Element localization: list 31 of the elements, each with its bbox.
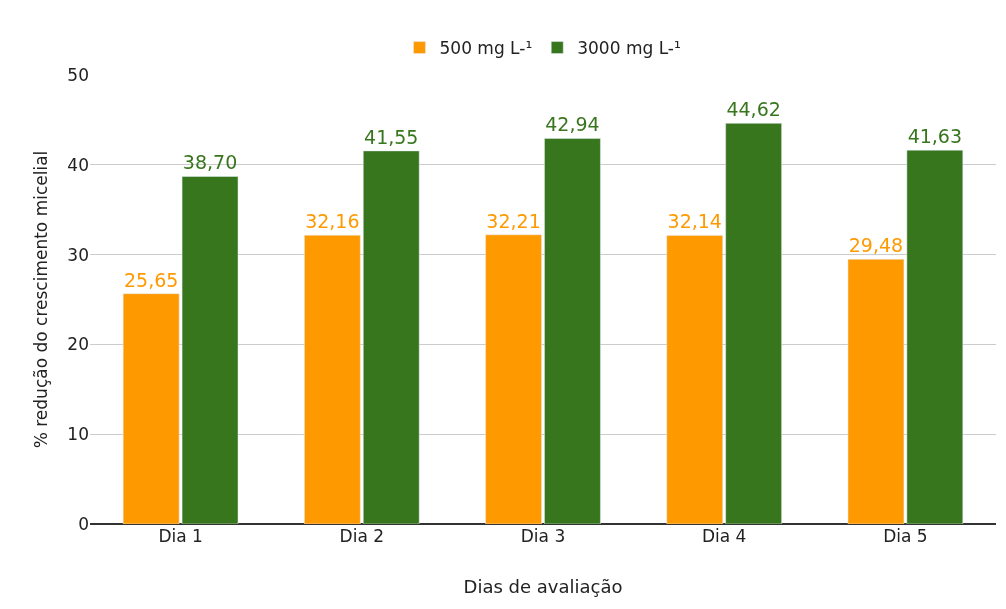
- y-tick-label: 0: [78, 513, 89, 534]
- bar: [363, 150, 420, 524]
- legend-label: 500 mg L-¹: [439, 38, 533, 59]
- x-axis-title: Dias de avaliação: [463, 576, 623, 598]
- y-tick-label: 50: [67, 64, 89, 85]
- data-label: 32,16: [305, 210, 360, 233]
- y-tick-label: 30: [67, 244, 89, 265]
- bar: [666, 235, 723, 524]
- x-tick-label: Dia 3: [520, 526, 566, 546]
- data-label: 41,55: [364, 125, 419, 148]
- bar: [485, 234, 542, 524]
- data-label: 29,48: [848, 234, 904, 257]
- x-tick-label: Dia 2: [339, 526, 385, 546]
- y-tick-label: 40: [67, 154, 89, 175]
- data-label: 38,70: [182, 151, 238, 174]
- bar: [544, 138, 601, 524]
- data-label: 25,65: [123, 268, 179, 291]
- x-tick-label: Dia 1: [158, 526, 203, 546]
- x-tick-label: Dia 5: [883, 526, 928, 546]
- data-label: 32,14: [667, 210, 722, 233]
- x-tick-label: Dia 4: [701, 526, 747, 546]
- legend-label: 3000 mg L-¹: [577, 38, 681, 59]
- data-label: 44,62: [726, 98, 781, 121]
- y-axis-title: % redução do crescimento micelial: [30, 150, 51, 449]
- y-tick-label: 20: [67, 334, 89, 355]
- bar: [725, 123, 782, 524]
- data-label: 42,94: [545, 113, 600, 136]
- data-label: 41,63: [907, 125, 963, 148]
- data-label: 32,21: [486, 209, 541, 232]
- y-tick-label: 10: [67, 424, 89, 445]
- bar: [304, 234, 361, 524]
